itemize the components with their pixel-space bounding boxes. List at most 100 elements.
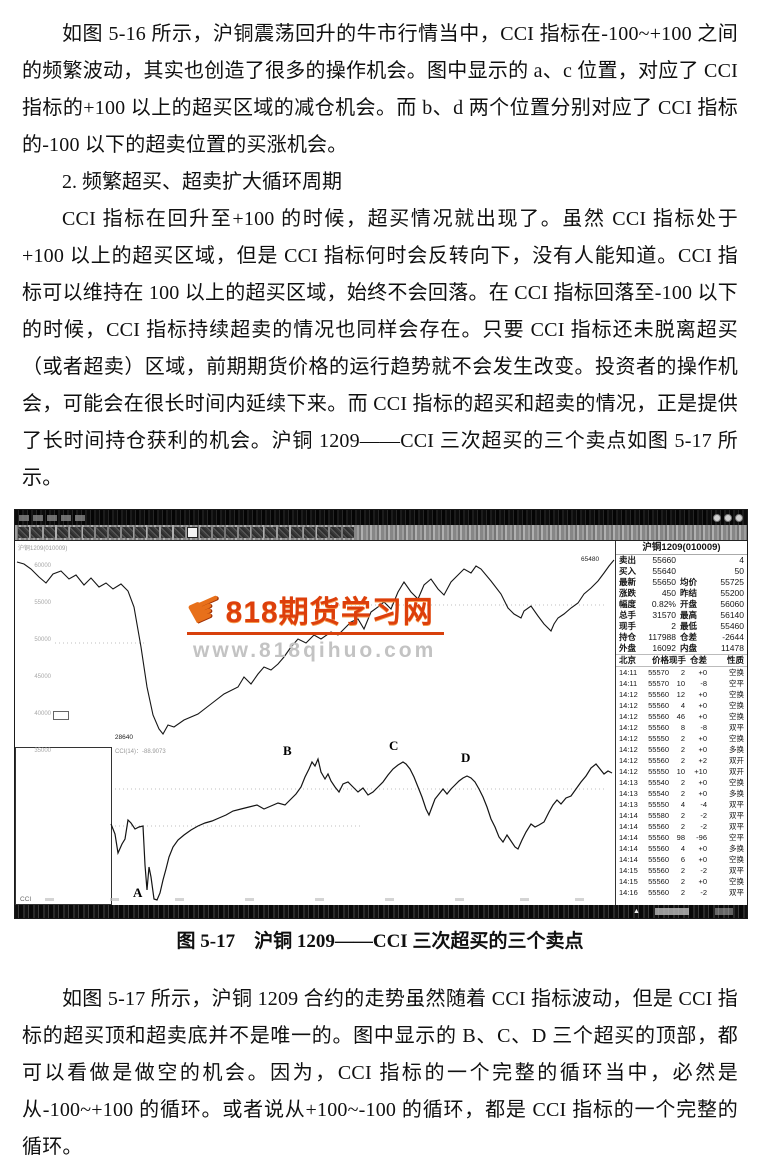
cci-line-series xyxy=(110,757,613,901)
tick-cell: 55580 xyxy=(648,811,669,820)
quote-value: 16092 xyxy=(652,643,676,653)
tick-cell: 4 xyxy=(680,800,685,809)
paragraph-analysis: 如图 5-17 所示，沪铜 1209 合约的走势虽然随着 CCI 指标波动，但是… xyxy=(22,988,738,1158)
toolbar-icon[interactable] xyxy=(226,527,237,538)
tick-row: 14:14 55560 6 +0 空换 xyxy=(616,854,747,865)
tick-cell: 空换 xyxy=(729,734,744,743)
price-line-series xyxy=(16,559,615,735)
chart-instrument-label: 沪铜1209(010009) xyxy=(18,544,67,552)
tick-cell: -8 xyxy=(700,723,707,732)
tick-cell: 2 xyxy=(680,778,685,787)
toolbar-icon[interactable] xyxy=(18,527,29,538)
toolbar-icon[interactable] xyxy=(96,527,107,538)
tick-cell: +0 xyxy=(698,668,707,677)
tick-cell: 14:16 xyxy=(619,888,638,897)
quote-value: 55200 xyxy=(720,588,744,598)
tick-cell: 双平 xyxy=(729,888,744,897)
toolbar-icon[interactable] xyxy=(122,527,133,538)
quote-label: 涨跌 xyxy=(619,588,637,598)
toolbar-icon[interactable] xyxy=(31,527,42,538)
y-axis-label: 60000 xyxy=(34,563,51,569)
quote-row: 幅度 0.82% 开盘 56060 xyxy=(616,599,747,610)
tick-cell: 46 xyxy=(676,712,685,721)
toolbar-icon[interactable] xyxy=(70,527,81,538)
toolbar-icon[interactable] xyxy=(135,527,146,538)
tick-cell: 4 xyxy=(680,701,685,710)
toolbar-icon[interactable] xyxy=(83,527,94,538)
toolbar-icon[interactable] xyxy=(161,527,172,538)
toolbar-icon[interactable] xyxy=(187,527,198,538)
tick-cell: 14:15 xyxy=(619,877,638,886)
window-minimize-button[interactable] xyxy=(713,513,721,522)
tick-cell: 空换 xyxy=(729,701,744,710)
toolbar-icon[interactable] xyxy=(239,527,250,538)
toolbar-icon[interactable] xyxy=(343,527,354,538)
tick-table-rows: 14:11 55570 2 +0 空换 14:11 55570 10 -8 空平 14:12 5556… xyxy=(616,667,747,898)
price-low-label: 28640 xyxy=(115,734,133,741)
menu-item-blob[interactable] xyxy=(33,514,43,521)
tick-row: 14:12 55560 46 +0 空换 xyxy=(616,711,747,722)
toolbar-icon[interactable] xyxy=(57,527,68,538)
toolbar-icon[interactable] xyxy=(109,527,120,538)
quote-row: 外盘 16092 内盘 11478 xyxy=(616,643,747,654)
quote-value: 55660 xyxy=(652,555,676,565)
scroll-up-arrow-icon[interactable]: ▲ xyxy=(633,908,640,915)
toolbar-icon[interactable] xyxy=(252,527,263,538)
tick-cell: 空换 xyxy=(729,877,744,886)
toolbar-icon[interactable] xyxy=(44,527,55,538)
tick-row: 14:12 55560 4 +0 空换 xyxy=(616,700,747,711)
scrollbar-thumb[interactable] xyxy=(655,908,689,915)
quote-label: 昨结 xyxy=(680,588,698,598)
toolbar-icon[interactable] xyxy=(174,527,185,538)
tick-cell: 55550 xyxy=(648,800,669,809)
tick-cell: 2 xyxy=(680,734,685,743)
toolbar-icon[interactable] xyxy=(291,527,302,538)
quote-value: 0.82% xyxy=(651,599,676,609)
toolbar-icon[interactable] xyxy=(148,527,159,538)
toolbar-icon[interactable] xyxy=(330,527,341,538)
tick-cell: 空换 xyxy=(729,712,744,721)
tick-cell: 14:14 xyxy=(619,811,638,820)
menu-item-blob[interactable] xyxy=(47,514,57,521)
tick-cell: 55560 xyxy=(648,822,669,831)
quote-label: 开盘 xyxy=(680,599,698,609)
toolbar-icon[interactable] xyxy=(200,527,211,538)
quote-label xyxy=(680,566,702,577)
menu-item-blob[interactable] xyxy=(61,514,71,521)
figure-bottom-scrollbar[interactable]: ▲ xyxy=(15,905,747,918)
tick-cell: 2 xyxy=(680,866,685,875)
tick-cell: 55560 xyxy=(648,745,669,754)
app-toolbar xyxy=(15,525,747,541)
tick-cell: 空换 xyxy=(729,855,744,864)
toolbar-icon[interactable] xyxy=(317,527,328,538)
window-close-button[interactable] xyxy=(735,513,743,522)
x-axis-tick-smudge xyxy=(315,898,324,901)
app-titlebar xyxy=(15,510,747,525)
tick-cell: 空平 xyxy=(729,679,744,688)
toolbar-icon[interactable] xyxy=(304,527,315,538)
tick-cell: 2 xyxy=(680,811,685,820)
menu-item-blob[interactable] xyxy=(75,514,85,521)
tick-cell: +2 xyxy=(698,756,707,765)
quote-value: 117988 xyxy=(648,632,676,642)
tick-cell: -2 xyxy=(700,866,707,875)
value-chip xyxy=(53,711,69,720)
tick-cell: -2 xyxy=(700,811,707,820)
tick-cell: 双平 xyxy=(729,800,744,809)
toolbar-icon[interactable] xyxy=(278,527,289,538)
tick-cell: 14:14 xyxy=(619,833,638,842)
x-axis-tick-smudge xyxy=(110,898,119,901)
toolbar-icon[interactable] xyxy=(265,527,276,538)
menu-item-blob[interactable] xyxy=(19,514,29,521)
window-maximize-button[interactable] xyxy=(724,513,732,522)
tick-cell: 55540 xyxy=(648,789,669,798)
tick-cell: +0 xyxy=(698,690,707,699)
quote-label: 仓差 xyxy=(680,632,698,642)
y-axis-label: 40000 xyxy=(34,711,51,717)
toolbar-icon[interactable] xyxy=(213,527,224,538)
tick-cell: 空换 xyxy=(729,668,744,677)
tick-row: 14:14 55580 2 -2 双平 xyxy=(616,810,747,821)
x-axis-tick-smudge xyxy=(175,898,184,901)
tick-cell: 98 xyxy=(676,833,685,842)
